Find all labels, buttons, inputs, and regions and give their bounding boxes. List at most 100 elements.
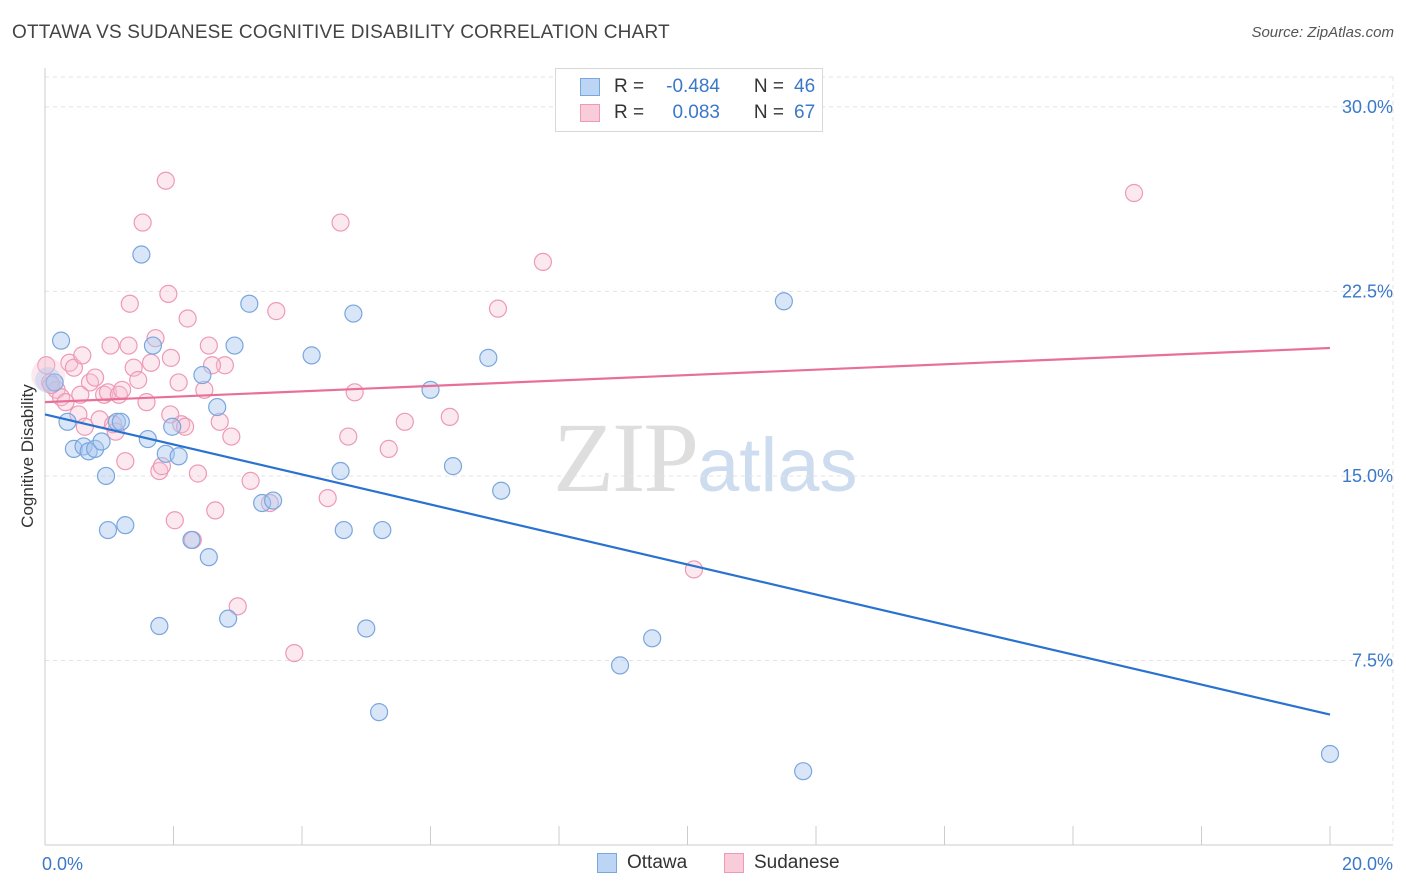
series-legend: Ottawa Sudanese	[0, 852, 1406, 878]
r-label: R =	[614, 102, 645, 123]
sudanese-point	[73, 346, 92, 365]
sudanese-point	[133, 213, 152, 232]
sudanese-point	[379, 439, 398, 458]
sudanese-swatch	[724, 853, 744, 873]
sudanese-point	[71, 385, 90, 404]
ottawa-point	[302, 346, 321, 365]
ottawa-point	[111, 412, 130, 431]
y-tick-label: 15.0%	[1342, 466, 1393, 486]
correlation-legend: R = -0.484 N = 46 R = 0.083 N = 67	[555, 68, 823, 132]
ottawa-point	[370, 703, 389, 722]
ottawa-point	[169, 447, 188, 466]
sudanese-point	[228, 597, 247, 616]
ottawa-points	[35, 245, 1340, 781]
ottawa-point	[74, 437, 93, 456]
sudanese-point	[146, 329, 165, 348]
n-label: N =	[753, 102, 784, 123]
ottawa-point	[150, 616, 169, 636]
sudanese-point	[195, 380, 214, 399]
chart-title: OTTAWA VS SUDANESE COGNITIVE DISABILITY …	[12, 22, 670, 43]
sudanese-point	[267, 302, 286, 321]
legend-item-sudanese: Sudanese	[724, 852, 840, 874]
sudanese-point	[395, 412, 414, 431]
sudanese-point	[1124, 183, 1144, 203]
ottawa-point	[86, 439, 105, 458]
ottawa-point	[92, 432, 111, 451]
sudanese-point	[156, 171, 175, 190]
legend-label-ottawa: Ottawa	[627, 852, 688, 873]
ottawa-point	[45, 373, 64, 392]
sudanese-point	[150, 461, 169, 481]
ottawa-point	[443, 457, 463, 476]
ottawa-swatch	[597, 853, 617, 873]
ottawa-point	[794, 762, 813, 781]
sudanese-point	[101, 336, 120, 355]
source-credit: Source: ZipAtlas.com	[1251, 24, 1394, 41]
y-tick-label: 22.5%	[1342, 281, 1393, 301]
ottawa-point	[1320, 744, 1340, 764]
sudanese-point	[199, 336, 218, 355]
sudanese-point	[318, 488, 337, 508]
x-tick-label: 0.0%	[42, 854, 83, 874]
sudanese-point	[178, 309, 197, 328]
ottawa-point	[492, 481, 511, 500]
sudanese-point	[206, 501, 225, 520]
ottawa-point	[334, 520, 353, 540]
trend-lines	[44, 346, 1331, 716]
sudanese-point	[161, 348, 181, 367]
n-value: 67	[794, 102, 816, 123]
sudanese-point	[215, 356, 234, 375]
sudanese-point	[202, 356, 222, 375]
sudanese-point	[345, 383, 364, 402]
ottawa-point	[193, 365, 212, 385]
ottawa-point	[98, 520, 118, 540]
legend-row-ottawa: R = -0.484 N = 46	[580, 74, 834, 100]
ottawa-point	[219, 609, 238, 628]
sudanese-point	[331, 213, 350, 232]
ottawa-point	[357, 619, 376, 638]
y-tick-label: 30.0%	[1342, 97, 1393, 117]
sudanese-point	[165, 511, 184, 530]
tick-labels: 7.5% 15.0% 22.5% 30.0% 0.0% 20.0%	[42, 97, 1393, 874]
ottawa-point	[240, 294, 259, 313]
legend-label-sudanese: Sudanese	[754, 852, 840, 873]
sudanese-point	[241, 471, 260, 490]
r-label: R =	[614, 76, 645, 97]
sudanese-point	[222, 427, 241, 446]
sudanese-point	[37, 356, 56, 375]
watermark-atlas: atlas	[697, 423, 858, 508]
sudanese-point	[533, 252, 553, 272]
sudanese-point	[188, 464, 208, 483]
sudanese-point	[260, 493, 279, 513]
y-tick-label: 7.5%	[1352, 650, 1393, 670]
ottawa-point	[610, 656, 630, 675]
sudanese-point	[159, 284, 178, 303]
ottawa-point	[774, 292, 793, 311]
ottawa-point	[163, 417, 182, 436]
sudanese-point	[210, 412, 229, 431]
sudanese-swatch	[580, 104, 600, 122]
ottawa-point	[253, 493, 272, 513]
watermark-zip: ZIP	[553, 402, 699, 513]
r-value: -0.484	[666, 76, 720, 97]
ottawa-point	[263, 491, 283, 510]
sudanese-point	[285, 643, 304, 663]
legend-item-ottawa: Ottawa	[597, 852, 687, 874]
sudanese-point-cluster	[31, 358, 66, 393]
sudanese-points	[31, 171, 1144, 663]
ottawa-trend-line	[44, 413, 1331, 716]
sudanese-point	[440, 407, 459, 427]
sudanese-point	[80, 373, 100, 392]
sudanese-point	[98, 383, 118, 402]
sudanese-point	[112, 380, 132, 399]
legend-row-sudanese: R = 0.083 N = 67	[580, 100, 834, 126]
ottawa-point	[331, 461, 350, 481]
ottawa-point	[344, 304, 363, 323]
ottawa-point	[132, 245, 151, 264]
sudanese-point	[120, 294, 139, 313]
ottawa-point	[479, 348, 498, 367]
watermark: ZIPatlas	[553, 400, 858, 515]
sudanese-point	[86, 368, 105, 387]
ottawa-point	[421, 380, 440, 399]
